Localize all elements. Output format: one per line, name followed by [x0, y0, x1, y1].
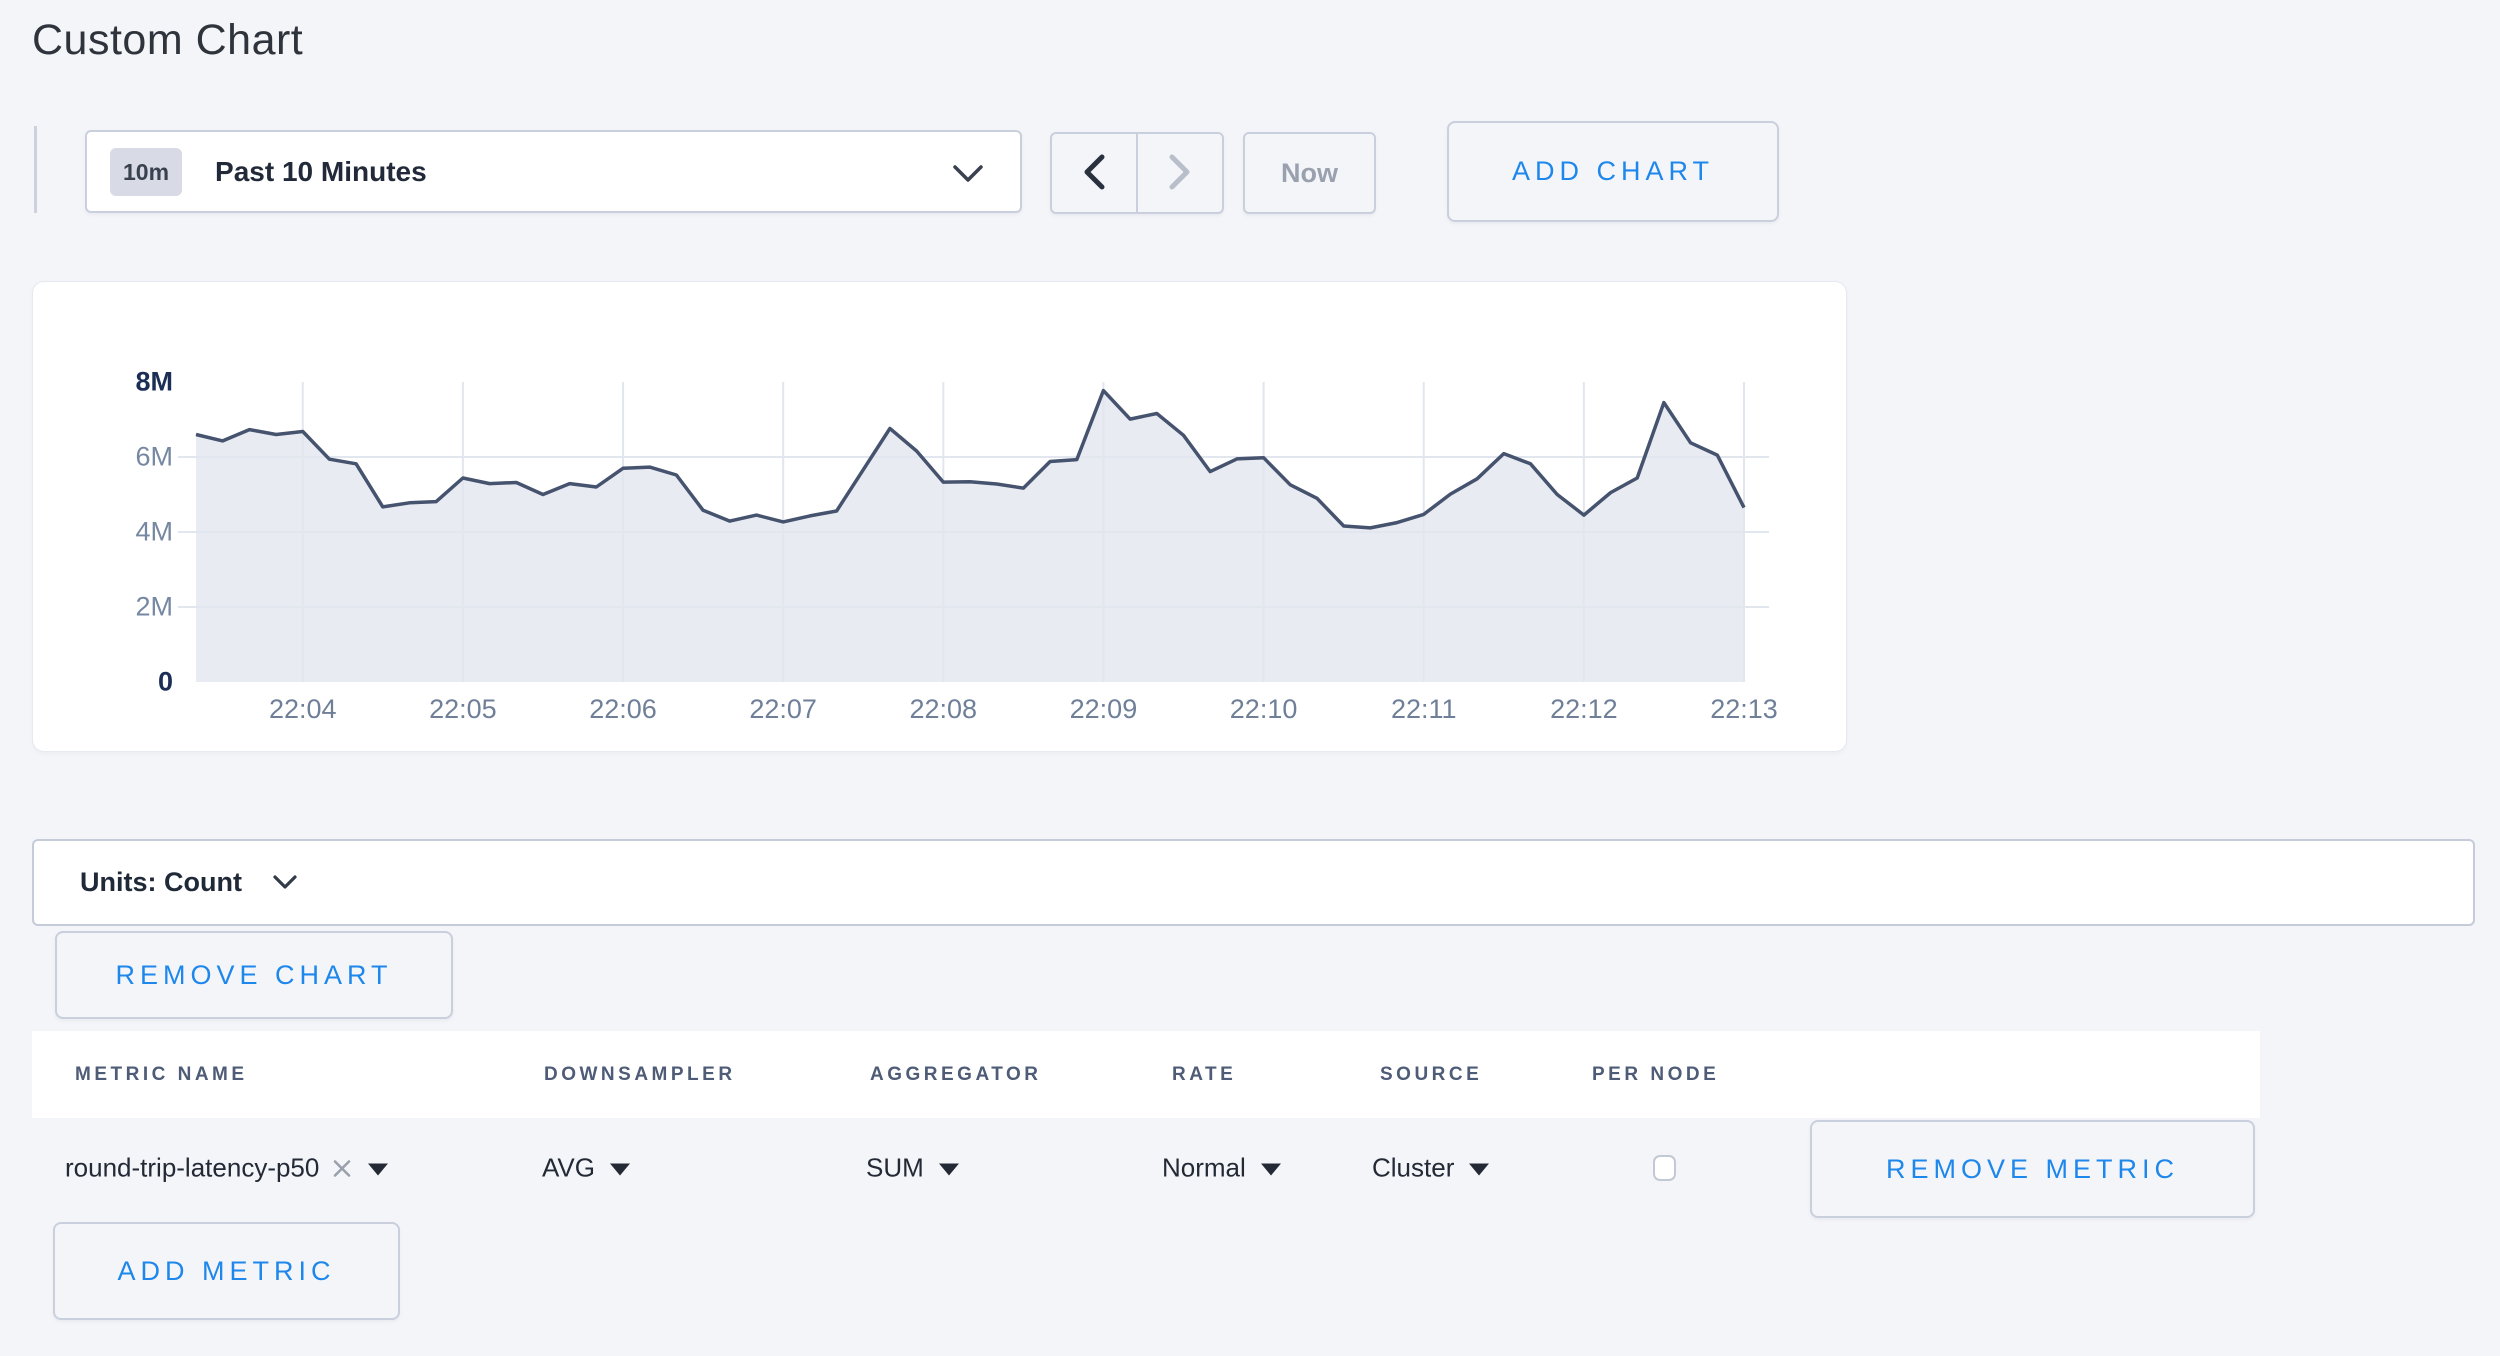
x-axis-label: 22:06 — [589, 694, 657, 724]
source-dropdown[interactable]: Cluster — [1372, 1152, 1490, 1184]
remove-chart-button[interactable]: REMOVE CHART — [55, 931, 453, 1019]
dropdown-caret-icon — [609, 1163, 630, 1176]
column-header-source: SOURCE — [1380, 1063, 1483, 1085]
downsampler-dropdown[interactable]: AVG — [542, 1153, 630, 1184]
x-axis-label: 22:10 — [1229, 694, 1298, 724]
x-axis-label: 22:12 — [1550, 694, 1618, 724]
x-axis-label: 22:04 — [268, 694, 337, 724]
x-axis-label: 22:11 — [1390, 694, 1457, 724]
column-header-aggregator: AGGREGATOR — [870, 1063, 1042, 1085]
prev-time-button[interactable] — [1052, 134, 1138, 212]
column-header-rate: RATE — [1172, 1063, 1237, 1085]
metric-name-dropdown[interactable]: round-trip-latency-p50 — [65, 1152, 389, 1184]
metrics-table-header: METRIC NAME DOWNSAMPLER AGGREGATOR RATE … — [32, 1031, 2260, 1118]
x-axis-label: 22:09 — [1069, 694, 1138, 724]
source-value: Cluster — [1372, 1152, 1455, 1183]
rate-dropdown[interactable]: Normal — [1162, 1153, 1281, 1184]
now-button[interactable]: Now — [1243, 132, 1376, 214]
y-axis-label: 8M — [135, 366, 173, 397]
column-header-per-node: PER NODE — [1592, 1063, 1720, 1085]
time-nav-group — [1050, 132, 1224, 214]
chart-card: 0 2M 4M 6M 8M 22:04 22:05 22:06 22:07 22:08 22:09 2… — [32, 281, 1847, 752]
time-range-label: Past 10 Minutes — [215, 155, 427, 187]
timeseries-area-chart — [178, 382, 1769, 682]
metric-row: round-trip-latency-p50 AVG SUM Normal Cl… — [32, 1118, 2260, 1218]
y-axis-label: 4M — [135, 516, 173, 547]
dropdown-caret-icon — [1260, 1163, 1281, 1176]
remove-metric-button[interactable]: REMOVE METRIC — [1810, 1120, 2255, 1218]
column-header-metric-name: METRIC NAME — [75, 1063, 248, 1085]
y-axis-label: 6M — [135, 441, 173, 472]
time-range-select[interactable]: 10m Past 10 Minutes — [85, 130, 1022, 213]
chevron-left-icon — [1081, 153, 1107, 194]
x-axis-label: 22:07 — [749, 694, 817, 724]
dropdown-caret-icon — [938, 1163, 959, 1176]
y-axis-label: 2M — [135, 591, 173, 622]
x-axis-label: 22:08 — [909, 694, 978, 724]
downsampler-value: AVG — [542, 1152, 595, 1183]
chevron-down-icon — [272, 874, 298, 895]
column-header-downsampler: DOWNSAMPLER — [544, 1063, 736, 1085]
next-time-button[interactable] — [1138, 134, 1222, 212]
add-chart-button[interactable]: ADD CHART — [1447, 121, 1779, 222]
chevron-right-icon — [1167, 153, 1193, 194]
page-title: Custom Chart — [32, 16, 304, 64]
add-metric-button[interactable]: ADD METRIC — [53, 1222, 400, 1320]
toolbar-accent-divider — [34, 126, 37, 213]
dropdown-caret-icon — [368, 1163, 389, 1176]
units-label: Units: Count — [80, 867, 242, 897]
per-node-checkbox[interactable] — [1653, 1155, 1676, 1181]
x-axis-label: 22:05 — [429, 694, 497, 724]
time-range-badge: 10m — [110, 147, 183, 196]
units-selector[interactable]: Units: Count — [32, 839, 2475, 926]
x-axis-label: 22:13 — [1710, 694, 1778, 724]
chevron-down-icon — [952, 164, 984, 189]
y-axis-label: 0 — [157, 666, 173, 697]
clear-metric-icon[interactable] — [331, 1157, 353, 1179]
metric-name-value: round-trip-latency-p50 — [65, 1152, 320, 1183]
rate-value: Normal — [1162, 1152, 1246, 1183]
dropdown-caret-icon — [1469, 1163, 1490, 1176]
aggregator-dropdown[interactable]: SUM — [866, 1153, 959, 1184]
aggregator-value: SUM — [866, 1152, 924, 1183]
